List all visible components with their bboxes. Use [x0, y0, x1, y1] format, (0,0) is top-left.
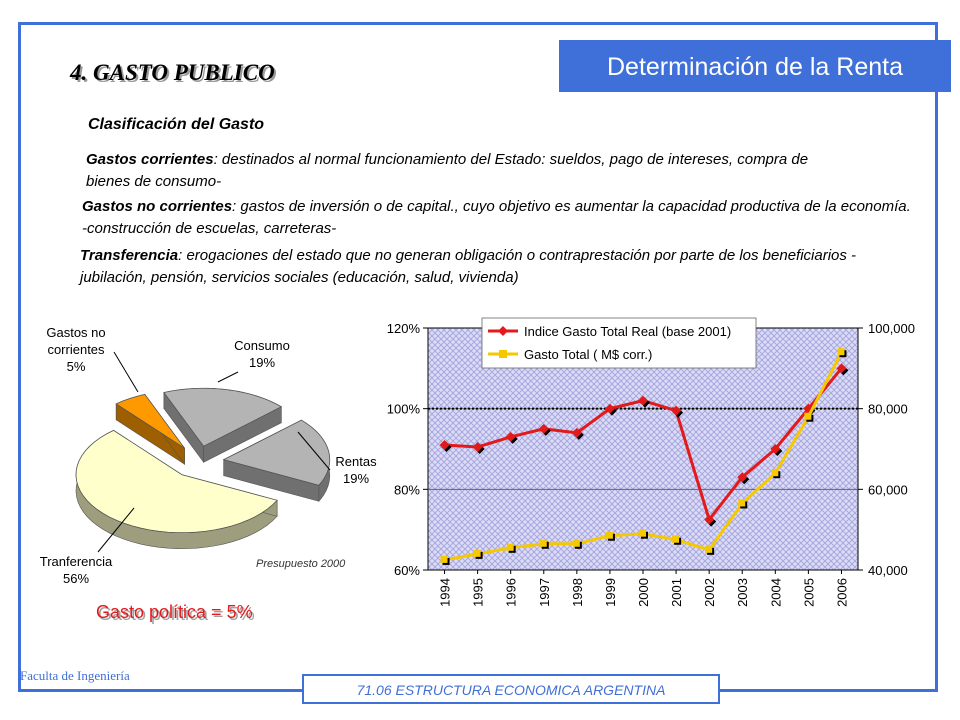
pie-leader-line — [113, 351, 139, 393]
x-tick-label: 2006 — [834, 578, 849, 607]
series-point — [439, 439, 450, 450]
y-right-tick-label: 40,000 — [868, 563, 908, 578]
series-point — [704, 514, 715, 525]
series-point — [505, 431, 516, 442]
series-point — [738, 499, 746, 507]
pie-note: Presupuesto 2000 — [256, 558, 346, 570]
pie-slice — [115, 393, 185, 449]
x-tick-label: 1995 — [471, 578, 486, 607]
series-point — [472, 441, 483, 452]
series-point — [473, 549, 481, 557]
paragraph-term: Transferencia — [80, 247, 179, 264]
section-title: 4. GASTO PUBLICO — [70, 60, 275, 85]
series-point — [737, 472, 748, 483]
series-point — [440, 555, 448, 563]
x-tick-label: 2005 — [801, 578, 816, 607]
pie-label: Tranferencia — [40, 554, 113, 569]
paragraph-term: Gastos no corrientes — [82, 198, 233, 215]
pie-label: 5% — [67, 359, 86, 374]
y-left-tick-label: 60% — [394, 563, 420, 578]
paragraph-term: Gastos corrientes — [86, 151, 214, 168]
pie-label: Gastos no — [46, 325, 105, 340]
series-point — [836, 363, 847, 374]
series-point — [539, 539, 547, 547]
pie-label: 19% — [343, 471, 369, 486]
legend-swatch-marker — [499, 350, 507, 358]
y-left-tick-label: 120% — [387, 321, 421, 336]
legend-label: Gasto Total ( M$ corr.) — [524, 347, 652, 362]
paragraph-gastos-corrientes: Gastos corrientes: destinados al normal … — [86, 149, 846, 193]
pie-label: Consumo — [234, 338, 290, 353]
legend-label: Indice Gasto Total Real (base 2001) — [524, 324, 731, 339]
banner-title: Determinación de la Renta — [559, 40, 951, 92]
x-tick-label: 1996 — [504, 578, 519, 607]
y-right-tick-label: 100,000 — [868, 321, 915, 336]
x-tick-label: 2001 — [669, 578, 684, 607]
footer-faculty: Faculta de Ingeniería — [20, 668, 130, 683]
series-point — [538, 423, 549, 434]
paragraph-text: : erogaciones del estado que no generan … — [80, 247, 857, 286]
gasto-politica-label: Gasto política = 5% — [96, 602, 253, 622]
series-point — [705, 545, 713, 553]
pie-slice — [163, 387, 283, 447]
series-point — [671, 405, 682, 416]
series-point — [506, 543, 514, 551]
paragraph-text: : destinados al normal funcionamiento de… — [86, 151, 809, 190]
pie-label: Rentas — [335, 454, 377, 469]
paragraph-transferencia: Transferencia: erogaciones del estado qu… — [80, 245, 900, 289]
y-left-tick-label: 100% — [387, 402, 421, 417]
series-point — [770, 444, 781, 454]
subheading: Clasificación del Gasto — [88, 116, 265, 133]
footer-course: 71.06 ESTRUCTURA ECONOMICA ARGENTINA — [302, 674, 720, 704]
pie-slice — [75, 429, 278, 534]
legend-swatch-marker — [498, 326, 508, 336]
legend-box — [481, 317, 757, 369]
x-tick-label: 1994 — [438, 578, 453, 607]
x-tick-label: 1998 — [570, 578, 585, 607]
pie-label: corrientes — [47, 342, 105, 357]
pie-leader-line — [97, 507, 135, 553]
y-right-tick-label: 80,000 — [868, 402, 908, 417]
series-point — [604, 403, 615, 414]
series-point — [605, 531, 613, 539]
pie-leader-line — [217, 371, 239, 383]
series-point — [672, 535, 680, 543]
series-point — [639, 529, 646, 537]
paragraph-text: : gastos de inversión o de capital., cuy… — [82, 198, 911, 237]
x-tick-label: 2002 — [702, 578, 717, 607]
series-point — [771, 469, 779, 477]
paragraph-gastos-no-corrientes: Gastos no corrientes: gastos de inversió… — [82, 196, 912, 240]
series-point — [638, 395, 648, 406]
y-right-tick-label: 60,000 — [868, 482, 908, 497]
pie-leader-line — [297, 431, 331, 471]
pie-slice — [222, 419, 331, 486]
y-left-tick-label: 80% — [394, 482, 420, 497]
x-tick-label: 2003 — [735, 578, 750, 607]
series-point — [571, 427, 582, 438]
x-tick-label: 2004 — [768, 578, 783, 607]
pie-label: 56% — [63, 571, 89, 586]
series-point — [572, 539, 580, 547]
pie-label: 19% — [249, 355, 275, 370]
x-tick-label: 1999 — [603, 578, 618, 607]
x-tick-label: 1997 — [537, 578, 552, 607]
series-point — [837, 348, 845, 356]
series-point — [804, 412, 812, 420]
x-tick-label: 2000 — [636, 578, 651, 607]
